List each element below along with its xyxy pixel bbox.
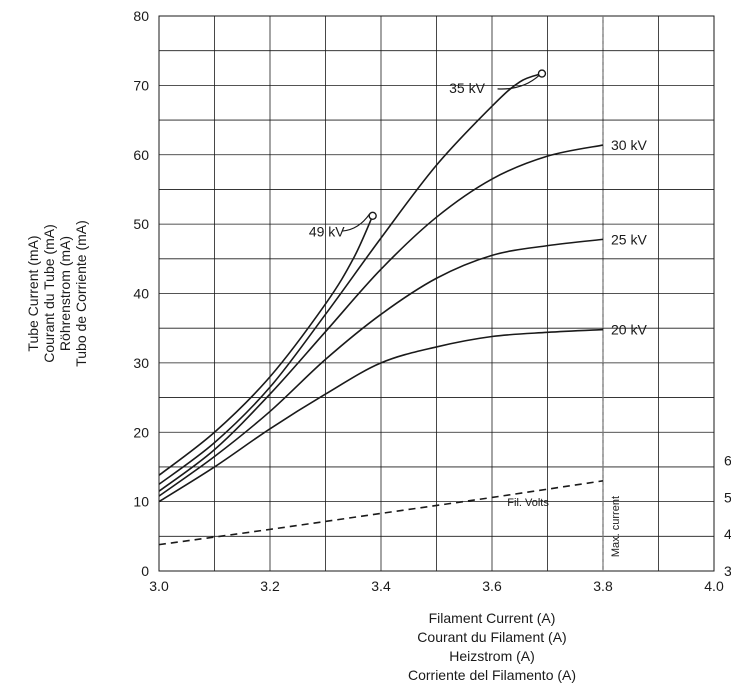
x-axis-title-line: Courant du Filament (A) <box>417 629 566 645</box>
series-line-49-kv <box>158 215 374 476</box>
series-30-kv: 30 kV <box>158 137 647 492</box>
x-tick-label: 3.2 <box>260 578 280 594</box>
series-label-20-kv: 20 kV <box>611 322 647 338</box>
series-35-kv: 35 kV <box>158 69 547 485</box>
series-fil-volts: Fil. Volts <box>158 480 604 546</box>
x-tick-label: 3.8 <box>593 578 613 594</box>
right-tick-label: 6 <box>724 453 731 469</box>
plot-frame <box>158 15 715 572</box>
max-current-label: Max. current <box>610 496 622 557</box>
series-line-25-kv <box>158 238 604 497</box>
y-axis-title-line: Tubo de Corriente (mA) <box>73 220 89 367</box>
x-tick-label: 3.0 <box>149 578 169 594</box>
y-axis-title-line: Courant du Tube (mA) <box>41 224 57 363</box>
x-tick-label: 4.0 <box>704 578 724 594</box>
y-axis-title-line: Tube Current (mA) <box>25 235 41 351</box>
y-axis-title: Tube Current (mA)Courant du Tube (mA)Röh… <box>25 220 89 367</box>
series-label-leader <box>497 75 540 90</box>
x-axis-title-line: Corriente del Filamento (A) <box>408 667 576 683</box>
series-line-20-kv <box>158 328 604 503</box>
y-tick-label: 0 <box>141 563 149 579</box>
series-25-kv: 25 kV <box>158 231 647 497</box>
series-20-kv: 20 kV <box>158 322 647 503</box>
chart-series-group: 20 kV 25 kV 30 kV 35 kV 49 kV Fil. Volts <box>158 69 647 546</box>
x-axis-title-line: Heizstrom (A) <box>449 648 535 664</box>
series-label-fil-volts: Fil. Volts <box>507 497 549 509</box>
y-tick-label: 40 <box>133 286 149 302</box>
x-tick-label: 3.6 <box>482 578 502 594</box>
right-tick-label: 5 <box>724 489 731 505</box>
series-end-marker <box>537 69 547 78</box>
series-line-35-kv <box>158 72 543 485</box>
y-axis-title-text: Tube Current (mA)Courant du Tube (mA)Röh… <box>25 220 89 367</box>
y-tick-label: 80 <box>133 8 149 24</box>
chart-grid <box>159 16 714 571</box>
series-line-30-kv <box>158 144 604 492</box>
y-tick-label: 70 <box>133 77 149 93</box>
y-tick-label: 10 <box>133 494 149 510</box>
right-tick-label: 3 <box>724 563 731 579</box>
y-tick-label: 30 <box>133 355 149 371</box>
y-axis-title-line: Röhrenstrom (mA) <box>57 236 73 351</box>
series-49-kv: 49 kV <box>158 211 377 476</box>
right-tick-label: 4 <box>724 526 731 542</box>
series-label-35-kv: 35 kV <box>449 80 485 96</box>
series-label-30-kv: 30 kV <box>611 137 647 153</box>
series-label-25-kv: 25 kV <box>611 231 647 247</box>
y-tick-labels: 0 10 20 30 40 50 60 70 80 <box>133 8 149 579</box>
y-tick-label: 50 <box>133 216 149 232</box>
x-axis-title: Filament Current (A) Courant du Filament … <box>408 610 576 683</box>
series-label-49-kv: 49 kV <box>309 224 345 240</box>
series-line-fil-volts <box>158 480 604 546</box>
y-tick-label: 60 <box>133 147 149 163</box>
x-tick-label: 3.4 <box>371 578 391 594</box>
right-tick-labels: 3 4 5 6 <box>724 453 731 579</box>
series-label-leader <box>342 213 371 232</box>
y-tick-label: 20 <box>133 424 149 440</box>
x-tick-labels: 3.0 3.2 3.4 3.6 3.8 4.0 <box>149 578 724 594</box>
x-axis-title-line: Filament Current (A) <box>429 610 556 626</box>
series-end-marker <box>368 211 377 221</box>
